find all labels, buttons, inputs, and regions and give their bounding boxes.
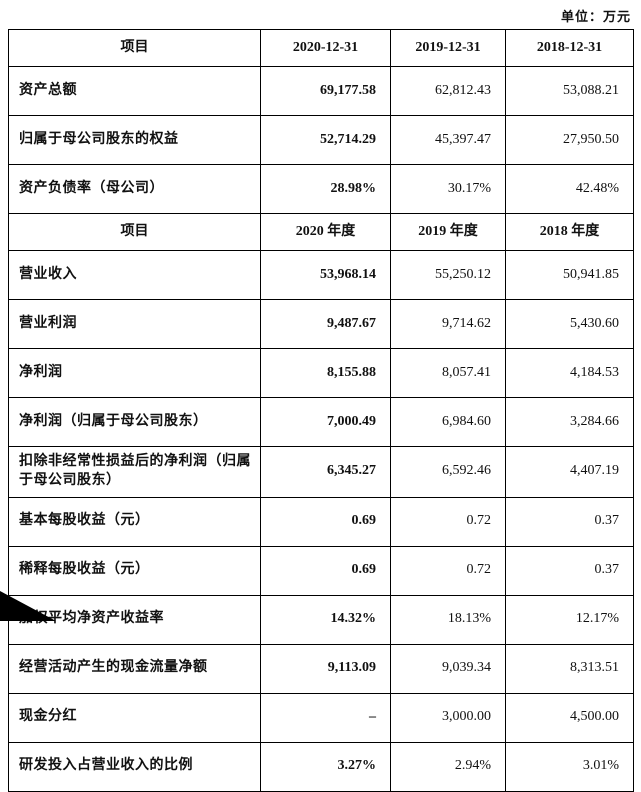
header-2020-12-31: 2020-12-31 [260,29,391,67]
table-row-revenue: 营业收入 53,968.14 55,250.12 50,941.85 [8,250,634,300]
row-label-cell: 资产总额 [8,66,261,116]
table-row-debt-ratio: 资产负债率（母公司） 28.98% 30.17% 42.48% [8,164,634,214]
value-cell-2018: 5,430.60 [505,299,634,349]
row-label-cell: 资产负债率（母公司） [8,164,261,214]
value-cell-2019: 6,984.60 [390,397,506,447]
value-cell-2018: 4,407.19 [505,446,634,498]
table-row-weighted-roe: 加权平均净资产收益率 14.32% 18.13% 12.17% [8,594,634,645]
value-cell-2019: 6,592.46 [390,446,506,498]
row-label-cell: 稀释每股收益（元） [8,545,261,596]
value-cell-2019: 3,000.00 [390,692,506,743]
value-cell-2020: 0.69 [260,545,391,596]
table-row-operating-cash-flow: 经营活动产生的现金流量净额 9,113.09 9,039.34 8,313.51 [8,643,634,694]
header-2020-fy: 2020 年度 [260,213,391,251]
row-label-cell: 营业收入 [8,250,261,300]
value-cell-2019: 62,812.43 [390,66,506,116]
value-cell-2018: 0.37 [505,496,634,547]
value-cell-2020: 9,487.67 [260,299,391,349]
value-cell-2018: 4,500.00 [505,692,634,743]
value-cell-2020: 6,345.27 [260,446,391,498]
value-cell-2018: 4,184.53 [505,348,634,398]
corner-triangle-decoration [0,591,56,621]
value-cell-2019: 55,250.12 [390,250,506,300]
value-cell-2018: 27,950.50 [505,115,634,165]
row-label-cell: 净利润 [8,348,261,398]
table-row-net-profit-deducted: 扣除非经常性损益后的净利润（归属于母公司股东） 6,345.27 6,592.4… [8,446,634,498]
value-cell-2020: 52,714.29 [260,115,391,165]
row-label-cell: 扣除非经常性损益后的净利润（归属于母公司股东） [8,446,261,498]
value-cell-2019: 0.72 [390,545,506,596]
row-label-cell: 归属于母公司股东的权益 [8,115,261,165]
unit-label: 单位：万元 [560,9,631,24]
table-row-total-assets: 资产总额 69,177.58 62,812.43 53,088.21 [8,66,634,116]
table-row-cash-dividend: 现金分红 – 3,000.00 4,500.00 [8,692,634,743]
table-row-net-profit-parent: 净利润（归属于母公司股东） 7,000.49 6,984.60 3,284.66 [8,397,634,447]
header-2019-fy: 2019 年度 [390,213,506,251]
header-2018-fy: 2018 年度 [505,213,634,251]
value-cell-2019: 30.17% [390,164,506,214]
value-cell-2019: 2.94% [390,741,506,792]
value-cell-2018: 12.17% [505,594,634,645]
value-cell-2019: 45,397.47 [390,115,506,165]
value-cell-2020: 9,113.09 [260,643,391,694]
value-cell-2020: 7,000.49 [260,397,391,447]
value-cell-2020: 8,155.88 [260,348,391,398]
value-cell-2019: 8,057.41 [390,348,506,398]
table-row-diluted-eps: 稀释每股收益（元） 0.69 0.72 0.37 [8,545,634,596]
value-cell-2018: 50,941.85 [505,250,634,300]
row-label-cell: 净利润（归属于母公司股东） [8,397,261,447]
table-row-operating-profit: 营业利润 9,487.67 9,714.62 5,430.60 [8,299,634,349]
table-row-rd-ratio: 研发投入占营业收入的比例 3.27% 2.94% 3.01% [8,741,634,792]
row-label-cell: 营业利润 [8,299,261,349]
value-cell-2020: 69,177.58 [260,66,391,116]
financial-summary-table: 项目 2020-12-31 2019-12-31 2018-12-31 资产总额… [8,29,634,792]
table-row-net-profit: 净利润 8,155.88 8,057.41 4,184.53 [8,348,634,398]
row-label-cell: 基本每股收益（元） [8,496,261,547]
value-cell-2018: 3.01% [505,741,634,792]
value-cell-2020: 14.32% [260,594,391,645]
table-header-row-annual: 项目 2020 年度 2019 年度 2018 年度 [8,213,634,251]
value-cell-2020: 53,968.14 [260,250,391,300]
value-cell-2018: 53,088.21 [505,66,634,116]
value-cell-2019: 9,039.34 [390,643,506,694]
table-header-row-balance: 项目 2020-12-31 2019-12-31 2018-12-31 [8,29,634,67]
table-row-basic-eps: 基本每股收益（元） 0.69 0.72 0.37 [8,496,634,547]
value-cell-2019: 9,714.62 [390,299,506,349]
header-item: 项目 [8,29,261,67]
value-cell-2020: 28.98% [260,164,391,214]
row-label-cell: 经营活动产生的现金流量净额 [8,643,261,694]
value-cell-2019: 18.13% [390,594,506,645]
value-cell-2019: 0.72 [390,496,506,547]
table-row-parent-equity: 归属于母公司股东的权益 52,714.29 45,397.47 27,950.5… [8,115,634,165]
value-cell-2020: 3.27% [260,741,391,792]
value-cell-2020: – [260,692,391,743]
row-label-cell: 现金分红 [8,692,261,743]
header-2019-12-31: 2019-12-31 [390,29,506,67]
value-cell-2018: 3,284.66 [505,397,634,447]
row-label-cell: 研发投入占营业收入的比例 [8,741,261,792]
header-2018-12-31: 2018-12-31 [505,29,634,67]
value-cell-2020: 0.69 [260,496,391,547]
value-cell-2018: 42.48% [505,164,634,214]
value-cell-2018: 8,313.51 [505,643,634,694]
value-cell-2018: 0.37 [505,545,634,596]
header-item: 项目 [8,213,261,251]
